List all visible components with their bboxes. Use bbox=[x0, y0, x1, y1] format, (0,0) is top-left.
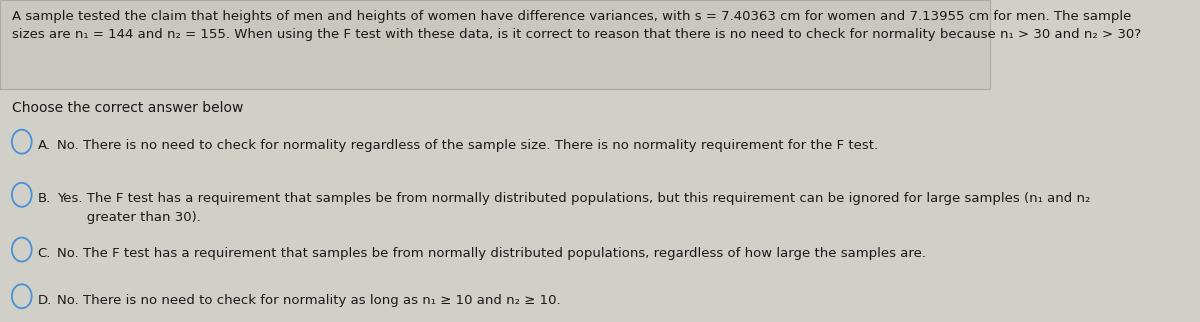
Text: No. There is no need to check for normality regardless of the sample size. There: No. There is no need to check for normal… bbox=[58, 139, 878, 152]
Text: A.: A. bbox=[37, 139, 50, 152]
Text: D.: D. bbox=[37, 294, 52, 307]
Text: B.: B. bbox=[37, 192, 50, 205]
Text: Yes. The F test has a requirement that samples be from normally distributed popu: Yes. The F test has a requirement that s… bbox=[58, 192, 1091, 224]
Text: A sample tested the claim that heights of men and heights of women have differen: A sample tested the claim that heights o… bbox=[12, 10, 1141, 41]
Text: Choose the correct answer below: Choose the correct answer below bbox=[12, 101, 244, 115]
FancyBboxPatch shape bbox=[0, 0, 990, 89]
Text: C.: C. bbox=[37, 247, 50, 260]
Text: No. There is no need to check for normality as long as n₁ ≥ 10 and n₂ ≥ 10.: No. There is no need to check for normal… bbox=[58, 294, 562, 307]
Text: No. The F test has a requirement that samples be from normally distributed popul: No. The F test has a requirement that sa… bbox=[58, 247, 926, 260]
